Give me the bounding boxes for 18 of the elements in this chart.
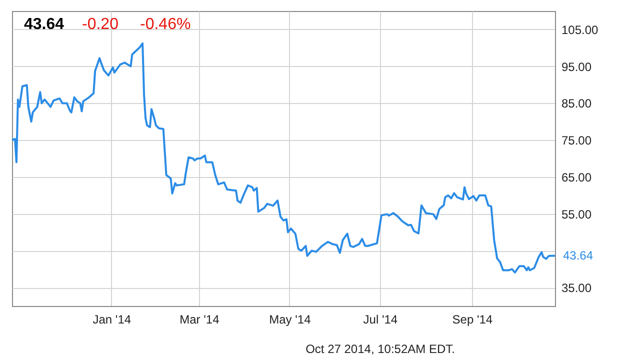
- y-tick-label: 65.00: [562, 170, 592, 184]
- x-tick-label: Mar '14: [180, 312, 220, 326]
- annotation: 43.64: [563, 248, 594, 263]
- annotation: -0.46%: [140, 16, 191, 33]
- text: Oct 27 2014, 10:52AM EDT.: [306, 342, 455, 356]
- y-tick-label: 95.00: [562, 60, 592, 74]
- y-tick-label: 75.00: [562, 134, 592, 148]
- line-series: [11, 42, 556, 274]
- y-tick-label: 55.00: [562, 207, 592, 222]
- y-tick-label: 35.00: [562, 281, 592, 296]
- annotation: -0.20: [82, 16, 119, 33]
- x-tick-label: Jan '14: [92, 312, 132, 326]
- y-tick-label: 85.00: [562, 96, 592, 111]
- x-tick-label: Sep '14: [452, 312, 493, 326]
- y-tick-label: 105.00: [562, 22, 599, 37]
- chart-title: 43.64: [24, 16, 64, 33]
- x-tick-label: May '14: [269, 312, 312, 326]
- x-tick-label: Jul '14: [363, 312, 398, 326]
